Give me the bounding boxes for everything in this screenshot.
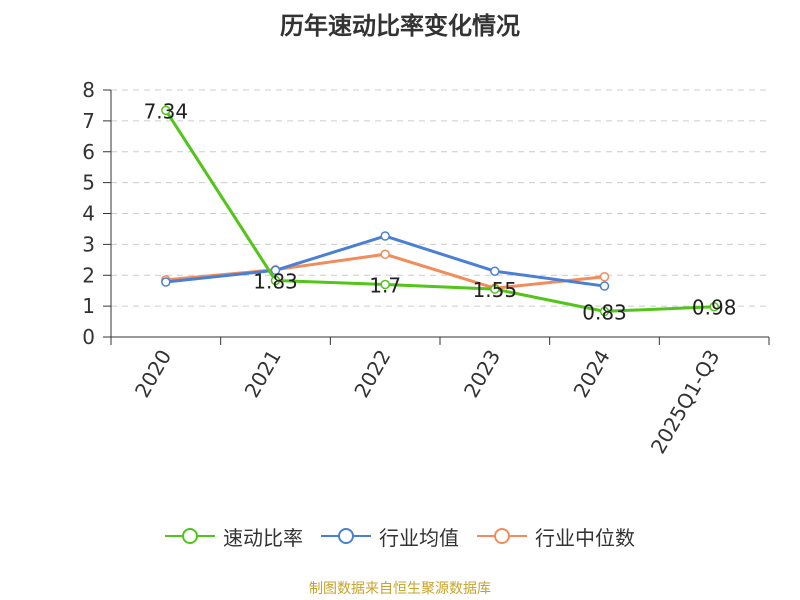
series-line-0 — [164, 109, 715, 313]
data-label: 1.55 — [473, 278, 518, 302]
y-tick-label: 2 — [82, 263, 95, 287]
y-tick-label: 3 — [82, 232, 95, 256]
legend-label-quick-ratio: 速动比率 — [223, 525, 303, 550]
x-tick-label: 2023 — [459, 346, 505, 402]
data-label: 1.7 — [369, 274, 401, 298]
y-tick-label: 5 — [82, 171, 95, 195]
y-tick-label: 8 — [82, 78, 95, 102]
data-label: 1.83 — [253, 269, 298, 293]
y-tick-label: 4 — [82, 202, 95, 226]
legend-label-industry-median: 行业中位数 — [535, 525, 635, 550]
data-point — [599, 272, 610, 282]
legend-label-industry-mean: 行业均值 — [379, 525, 459, 550]
y-tick-label: 0 — [82, 325, 95, 349]
data-point — [161, 105, 171, 116]
chart-title: 历年速动比率变化情况 — [280, 12, 520, 40]
y-tick-label: 7 — [82, 109, 95, 133]
data-point — [490, 266, 500, 276]
data-point — [270, 265, 281, 276]
source-note: 制图数据来自恒生聚源数据库 — [309, 581, 491, 597]
x-tick-label: 2021 — [240, 346, 286, 402]
data-point — [599, 306, 610, 317]
y-tick-label: 1 — [82, 294, 95, 318]
data-point — [599, 281, 610, 291]
legend-swatch-industry-mean — [321, 524, 371, 548]
legend-item-industry-mean[interactable]: 行业均值 — [321, 522, 459, 551]
data-label: 7.34 — [144, 99, 189, 123]
legend-swatch-industry-median — [477, 524, 527, 548]
legend-item-quick-ratio[interactable]: 速动比率 — [165, 522, 303, 551]
data-point — [490, 284, 500, 294]
data-point — [270, 275, 281, 286]
x-tick-label: 2022 — [349, 346, 395, 402]
x-tick-label: 2024 — [569, 346, 615, 402]
data-label: 0.83 — [582, 300, 627, 324]
data-label: 0.98 — [692, 296, 737, 320]
y-tick-label: 6 — [82, 140, 95, 164]
data-point — [161, 277, 171, 287]
legend: 速动比率 行业均值 行业中位数 — [0, 520, 800, 552]
data-point — [709, 301, 719, 312]
x-tick-label: 2020 — [130, 346, 176, 402]
data-point — [380, 231, 390, 241]
legend-swatch-quick-ratio — [165, 524, 215, 548]
x-tick-label: 2025Q1-Q3 — [646, 346, 725, 458]
data-point — [380, 279, 390, 290]
legend-item-industry-median[interactable]: 行业中位数 — [477, 522, 635, 551]
data-point — [380, 249, 390, 260]
